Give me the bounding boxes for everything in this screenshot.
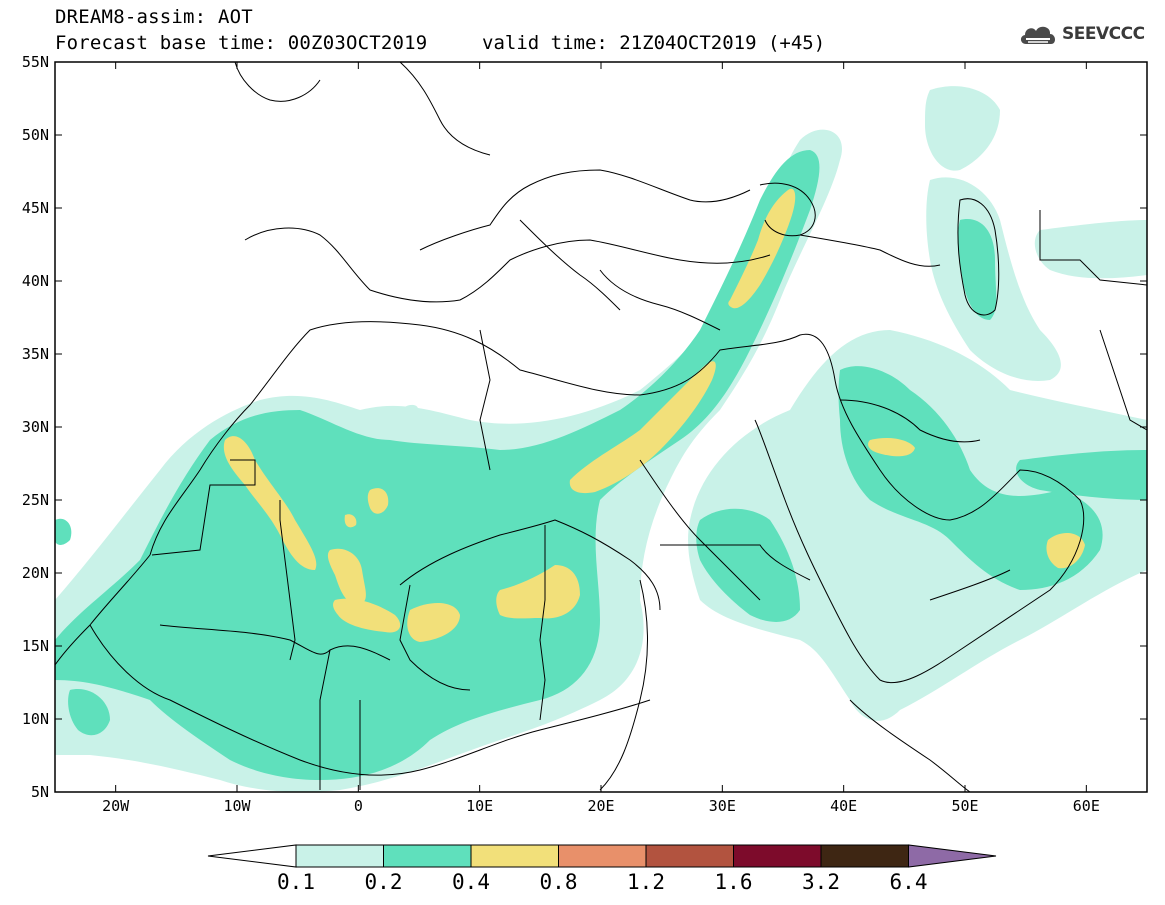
colorbar-label: 1.6 — [715, 870, 753, 894]
colorbar-bin — [645, 844, 734, 868]
logo-text: SEEVCCC — [1062, 24, 1145, 44]
lat-tick-label: 55N — [22, 53, 49, 71]
lon-tick-label: 20W — [102, 797, 130, 815]
colorbar-bin — [733, 844, 822, 868]
lat-tick-label: 5N — [31, 783, 49, 801]
colorbar-label: 0.8 — [540, 870, 578, 894]
colorbar-label: 1.2 — [627, 870, 665, 894]
colorbar-under-arrow — [207, 844, 297, 868]
colorbar-label: 0.2 — [365, 870, 403, 894]
lat-tick-label: 50N — [22, 126, 49, 144]
lon-tick-label: 0 — [354, 797, 363, 815]
colorbar-bin — [558, 844, 647, 868]
colorbar-over-arrow — [908, 844, 997, 868]
colorbar-label: 3.2 — [802, 870, 840, 894]
cloud-icon — [1020, 26, 1056, 44]
lon-tick-label: 30E — [709, 797, 736, 815]
lat-tick-label: 25N — [22, 491, 49, 509]
lon-tick-label: 50E — [951, 797, 978, 815]
colorbar-label: 0.1 — [277, 870, 315, 894]
colorbar-bin — [295, 844, 384, 868]
lat-tick-label: 45N — [22, 199, 49, 217]
lon-tick-label: 20E — [587, 797, 614, 815]
lat-tick-label: 10N — [22, 710, 49, 728]
coastlines — [55, 62, 1147, 792]
map-title: DREAM8-assim: AOT — [55, 6, 253, 28]
colorbar: 0.1 0.2 0.4 0.8 1.2 1.6 3.2 6.4 — [207, 844, 997, 894]
lat-tick-label: 40N — [22, 272, 49, 290]
lon-tick-label: 10W — [223, 797, 251, 815]
colorbar-label: 0.4 — [452, 870, 490, 894]
lon-tick-label: 40E — [830, 797, 857, 815]
aot-field — [55, 86, 1147, 792]
lat-tick-label: 35N — [22, 345, 49, 363]
axis-ticks: 20W 10W 0 10E 20E 30E 40E 50E 60E 55N 50N 45N 40N 35N… — [22, 53, 1147, 815]
valid-time: valid time: 21Z04OCT2019 (+45) — [482, 32, 826, 54]
colorbar-label: 6.4 — [890, 870, 928, 894]
forecast-base-time: Forecast base time: 00Z03OCT2019 — [55, 32, 428, 54]
colorbar-bin — [383, 844, 472, 868]
colorbar-bin — [820, 844, 909, 868]
seevccc-logo: SEEVCCC — [1018, 22, 1145, 46]
lat-tick-label: 20N — [22, 564, 49, 582]
colorbar-bin — [470, 844, 559, 868]
lon-tick-label: 60E — [1073, 797, 1100, 815]
lon-tick-label: 10E — [466, 797, 493, 815]
lat-tick-label: 30N — [22, 418, 49, 436]
lat-tick-label: 15N — [22, 637, 49, 655]
